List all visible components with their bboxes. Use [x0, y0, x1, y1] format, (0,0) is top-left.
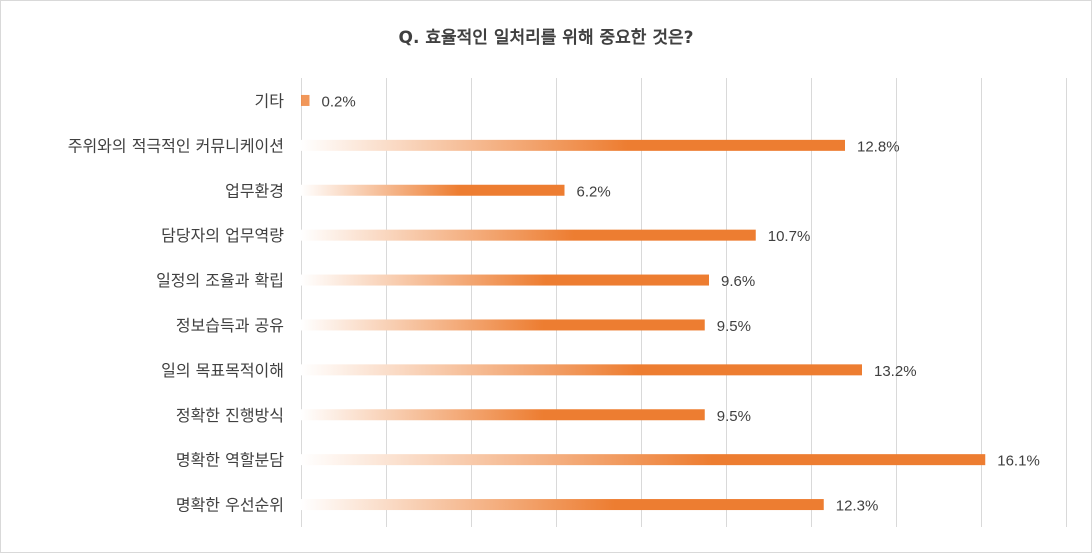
bar: [301, 274, 709, 286]
chart-title: Q. 효율적인 일처리를 위해 중요한 것은?: [398, 28, 694, 48]
bar: [301, 229, 756, 241]
category-label: 명확한 역할분담: [176, 451, 284, 470]
bar: [301, 94, 310, 106]
category-label: 일의 목표목적이해: [161, 361, 284, 380]
bar: [301, 499, 824, 511]
value-label: 12.3%: [836, 498, 879, 515]
bar: [301, 319, 705, 331]
value-label: 12.8%: [857, 138, 900, 155]
category-label: 정확한 진행방식: [176, 406, 284, 425]
value-label: 10.7%: [768, 228, 811, 245]
bar: [301, 139, 845, 151]
bar: [301, 409, 705, 421]
bar: [301, 364, 862, 376]
category-label: 주위와의 적극적인 커뮤니케이션: [68, 136, 284, 155]
value-label: 13.2%: [874, 363, 917, 380]
category-label: 일정의 조율과 확립: [156, 271, 284, 290]
category-label: 담당자의 업무역량: [161, 226, 284, 245]
category-label: 명확한 우선순위: [176, 496, 284, 515]
value-label: 9.5%: [717, 408, 751, 425]
bar: [301, 184, 565, 196]
category-label: 기타: [255, 91, 285, 110]
category-label: 정보습득과 공유: [176, 316, 284, 335]
value-label: 9.6%: [721, 273, 755, 290]
value-label: 6.2%: [577, 183, 611, 200]
value-label: 9.5%: [717, 318, 751, 335]
category-label: 업무환경: [225, 181, 284, 200]
value-label: 16.1%: [997, 453, 1040, 470]
bar: [301, 454, 986, 466]
value-label: 0.2%: [322, 93, 356, 110]
